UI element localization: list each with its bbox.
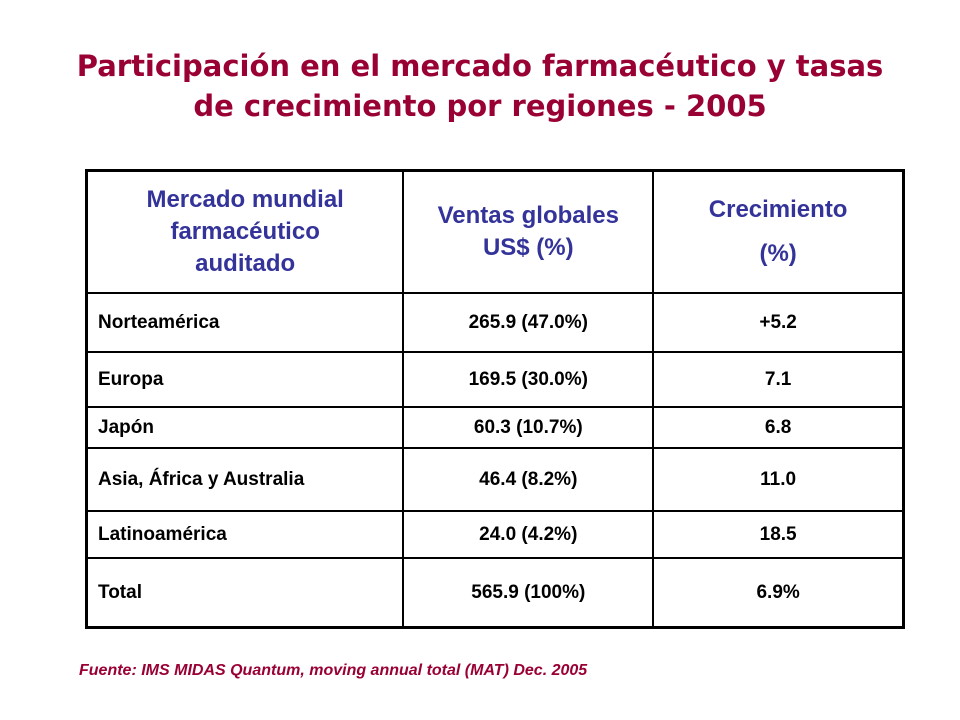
sales-cell: 60.3 (10.7%) (402, 406, 655, 449)
growth-cell: 6.9% (652, 557, 905, 629)
sales-cell: 265.9 (47.0%) (402, 292, 655, 353)
region-cell: Europa (85, 351, 405, 408)
source-note: Fuente: IMS MIDAS Quantum, moving annual… (79, 662, 588, 679)
region-cell: Japón (85, 406, 405, 449)
table-row: Europa 169.5 (30.0%) 7.1 (85, 351, 905, 408)
table-row-total: Total 565.9 (100%) 6.9% (85, 557, 905, 629)
sales-cell: 46.4 (8.2%) (402, 447, 655, 512)
header-market-line-1: Mercado mundial (146, 186, 344, 213)
title-line-1: Participación en el mercado farmacéutico… (76, 49, 884, 83)
growth-cell: 6.8 (652, 406, 905, 449)
sales-cell: 169.5 (30.0%) (402, 351, 655, 408)
header-market-line-3: auditado (195, 250, 296, 277)
table-row: Latinoamérica 24.0 (4.2%) 18.5 (85, 510, 905, 559)
header-growth-line-2: (%) (759, 240, 797, 267)
table-header-row: Mercado mundial farmacéutico auditado Ve… (85, 169, 905, 294)
header-growth: Crecimiento (%) (652, 169, 905, 294)
sales-cell: 24.0 (4.2%) (402, 510, 655, 559)
market-share-table: Mercado mundial farmacéutico auditado Ve… (85, 169, 905, 629)
table-row: Norteamérica 265.9 (47.0%) +5.2 (85, 292, 905, 353)
region-cell: Asia, África y Australia (85, 447, 405, 512)
header-sales-line-1: Ventas globales (437, 202, 619, 229)
sales-cell: 565.9 (100%) (402, 557, 655, 629)
growth-cell: 7.1 (652, 351, 905, 408)
table-row: Japón 60.3 (10.7%) 6.8 (85, 406, 905, 449)
header-sales: Ventas globales US$ (%) (402, 169, 655, 294)
region-cell: Latinoamérica (85, 510, 405, 559)
title-line-2: de crecimiento por regiones - 2005 (193, 89, 767, 123)
header-growth-line-1: Crecimiento (708, 196, 848, 223)
slide-title: Participación en el mercado farmacéutico… (40, 46, 920, 126)
region-cell: Norteamérica (85, 292, 405, 353)
table-row: Asia, África y Australia 46.4 (8.2%) 11.… (85, 447, 905, 512)
growth-cell: +5.2 (652, 292, 905, 353)
header-market: Mercado mundial farmacéutico auditado (85, 169, 405, 294)
header-market-line-2: farmacéutico (170, 218, 320, 245)
growth-cell: 11.0 (652, 447, 905, 512)
growth-cell: 18.5 (652, 510, 905, 559)
region-cell: Total (85, 557, 405, 629)
header-sales-line-2: US$ (%) (482, 234, 574, 261)
